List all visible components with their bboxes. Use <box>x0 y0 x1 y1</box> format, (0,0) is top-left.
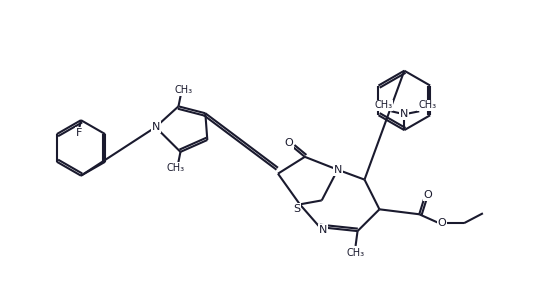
Text: O: O <box>285 138 293 148</box>
Text: O: O <box>438 218 446 228</box>
Text: CH₃: CH₃ <box>174 85 193 96</box>
Text: CH₃: CH₃ <box>346 248 365 258</box>
Text: O: O <box>424 191 433 200</box>
Text: CH₃: CH₃ <box>374 100 392 110</box>
Text: CH₃: CH₃ <box>418 100 436 110</box>
Text: F: F <box>76 128 82 138</box>
Text: CH₃: CH₃ <box>167 163 184 173</box>
Text: N: N <box>319 225 327 235</box>
Text: N: N <box>151 122 160 132</box>
Text: S: S <box>293 204 300 214</box>
Text: N: N <box>400 109 408 119</box>
Text: N: N <box>333 165 342 175</box>
